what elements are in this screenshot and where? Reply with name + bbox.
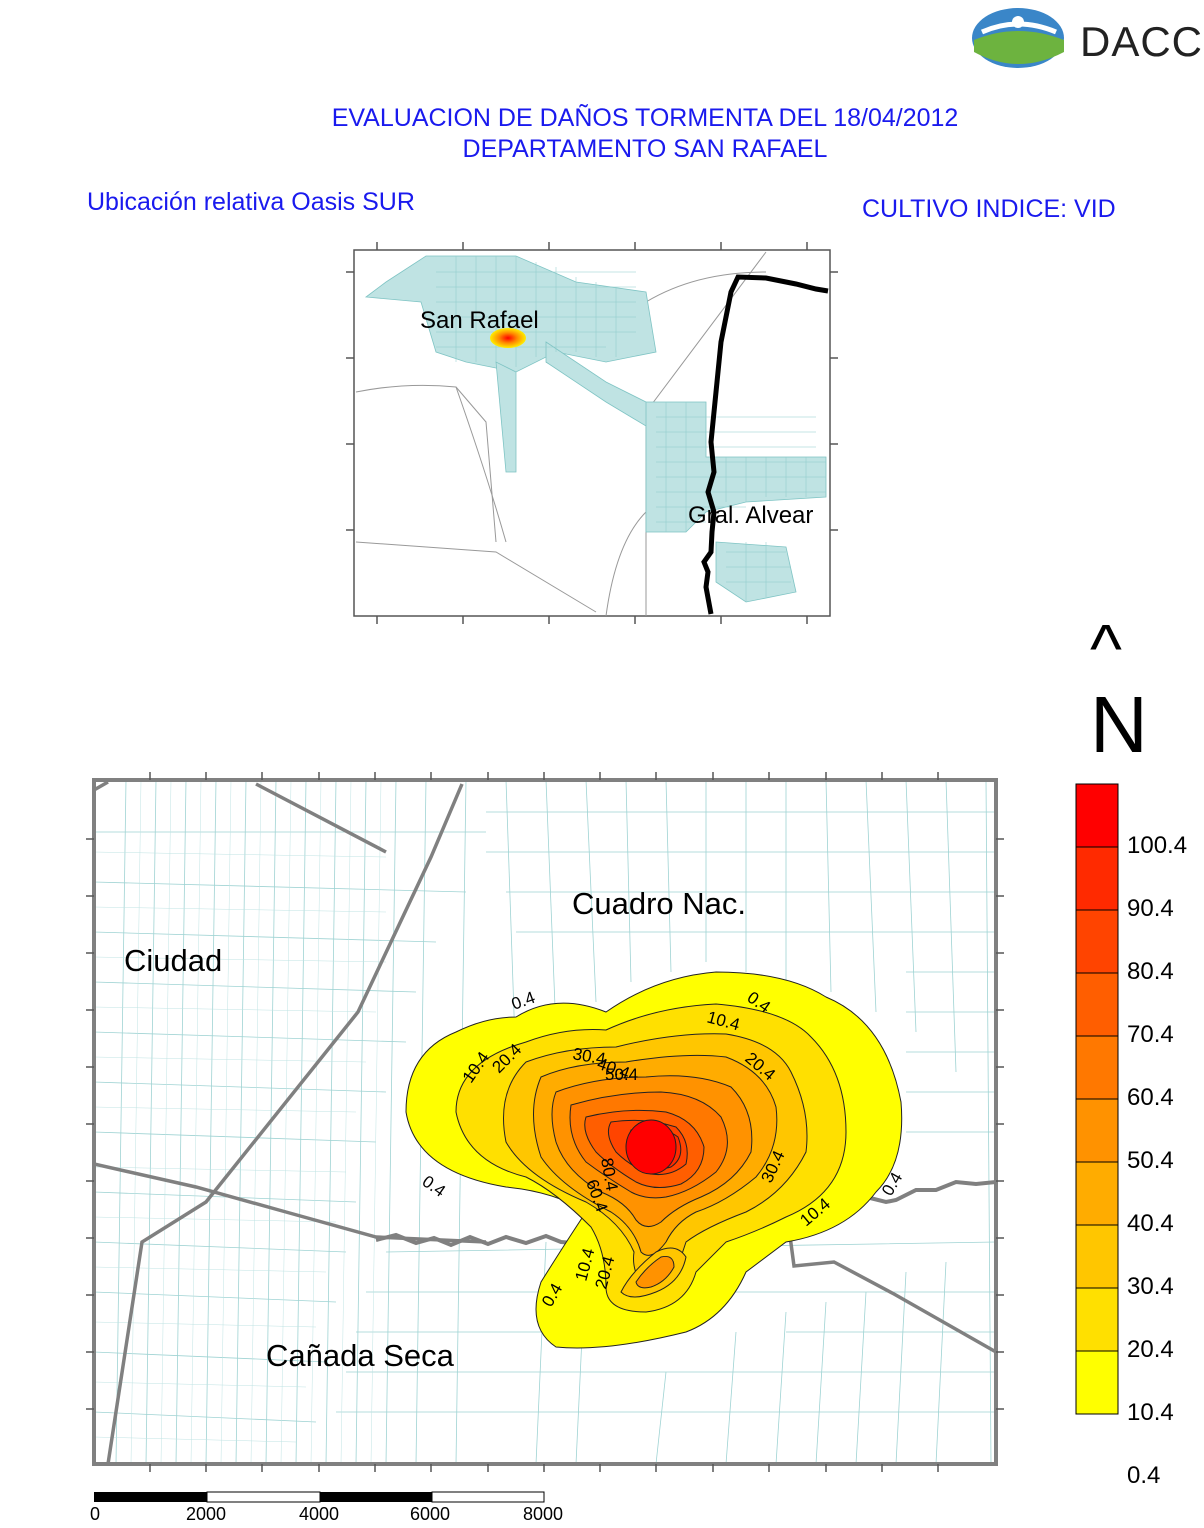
dacc-logo [972, 8, 1064, 68]
legend-value: 70.4 [1127, 1021, 1174, 1048]
page-subtitle: DEPARTAMENTO SAN RAFAEL [462, 135, 828, 163]
legend-swatch [1075, 1350, 1119, 1415]
contour-label: 50.4 [605, 1065, 638, 1084]
legend-value: 50.4 [1127, 1147, 1174, 1174]
area-label-cuadro-nac: Cuadro Nac. [572, 886, 746, 921]
legend-value: 80.4 [1127, 958, 1174, 985]
legend-value: 30.4 [1127, 1273, 1174, 1300]
scale-tick-label: 0 [90, 1504, 101, 1524]
legend-value: 90.4 [1127, 895, 1174, 922]
national-route-line [701, 274, 829, 615]
page-title: EVALUACION DE DAÑOS TORMENTA DEL 18/04/2… [331, 104, 959, 132]
legend-value: 0.4 [1127, 1462, 1161, 1489]
legend-swatch [1075, 972, 1119, 1037]
logo-text: DACC [1080, 18, 1204, 65]
legend-swatch [1075, 846, 1119, 911]
legend-swatch [1075, 1161, 1119, 1226]
legend-value: 60.4 [1127, 1084, 1174, 1111]
north-letter: N [1090, 680, 1148, 769]
scale-tick-label: 6000 [410, 1504, 451, 1524]
place-label-gral-alvear: Gral. Alvear [688, 502, 813, 529]
legend-swatch [1075, 1035, 1119, 1100]
legend-swatch [1075, 1287, 1119, 1352]
inset-map: San Rafael Gral. Alvear [346, 242, 838, 624]
legend-value: 40.4 [1127, 1210, 1174, 1237]
legend-swatch [1075, 1224, 1119, 1289]
location-label: Ubicación relativa Oasis SUR [87, 188, 415, 216]
scale-bar [94, 1491, 545, 1503]
scale-tick-label: 2000 [186, 1504, 227, 1524]
area-label-canada-seca: Cañada Seca [266, 1338, 455, 1373]
legend-value: 10.4 [1127, 1399, 1174, 1426]
legend-swatch [1075, 1098, 1119, 1163]
legend-swatch [1075, 909, 1119, 974]
legend-value: 100.4 [1127, 832, 1188, 859]
place-label-san-rafael: San Rafael [420, 307, 539, 334]
crop-label: CULTIVO INDICE: VID [862, 195, 1116, 223]
legend-color-bar [1075, 783, 1119, 1415]
legend-value: 20.4 [1127, 1336, 1174, 1363]
area-label-ciudad: Ciudad [124, 943, 222, 978]
main-map: Cuadro Nac. Ciudad Cañada Seca 0.4 0.4 0… [86, 772, 1004, 1472]
scale-tick-label: 4000 [299, 1504, 340, 1524]
legend-swatch [1075, 783, 1119, 848]
scale-tick-label: 8000 [523, 1504, 564, 1524]
storm-marker [490, 328, 526, 348]
north-arrow-icon: ^ [1090, 611, 1122, 687]
